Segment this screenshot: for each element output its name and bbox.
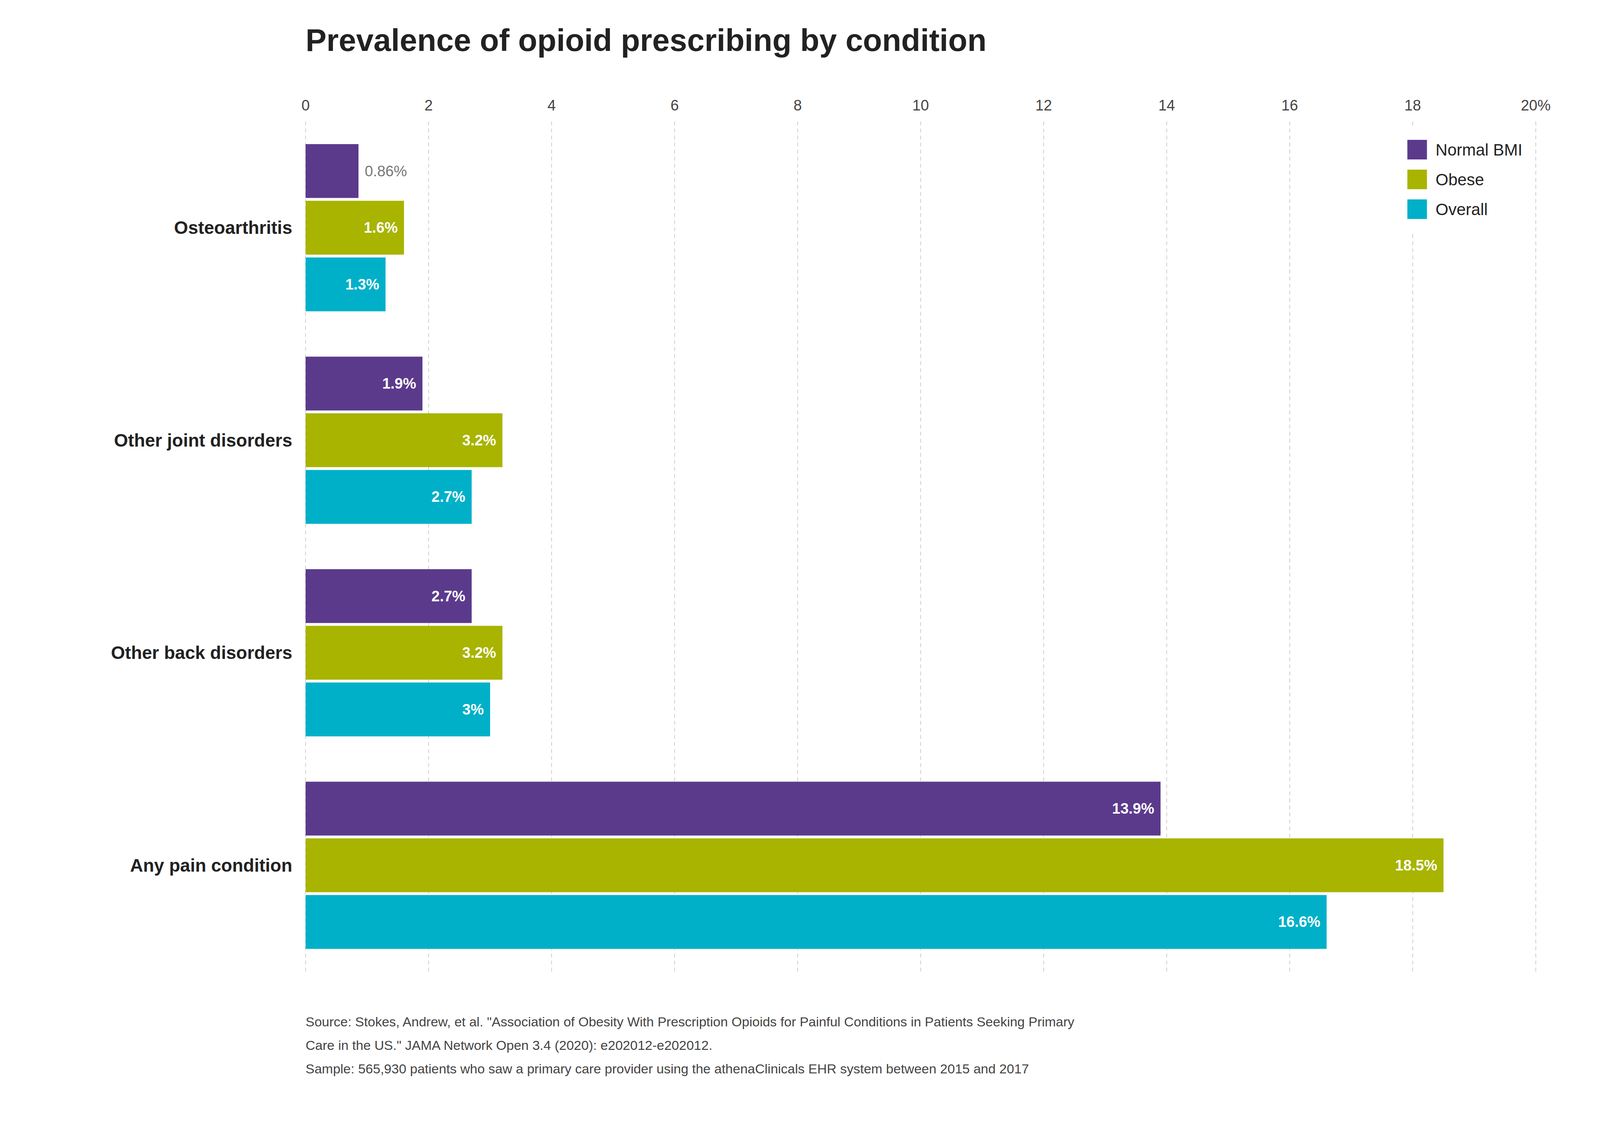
category-label: Other back disorders [110,642,293,663]
data-label: 2.7% [431,488,466,505]
footnotes: Source: Stokes, Andrew, et al. "Associat… [305,1014,1075,1077]
bar [305,356,423,411]
x-tick-label: 16 [1281,97,1298,114]
data-label: 2.7% [431,588,466,605]
legend-swatch [1407,139,1427,160]
legend-swatch [1407,169,1427,190]
y-tick-labels: Osteoarthritis Other joint disorders Other… [110,217,293,876]
legend-label: Overall [1435,200,1488,219]
x-tick-labels: 0 2 4 6 8 10 12 14 16 18 20% [301,97,1551,114]
x-tick-label: 10 [912,97,929,114]
bar [305,470,472,524]
bar [305,144,359,198]
data-labels: 0.86% 1.9% 2.7% 13.9% 1.6% 3.2% 3.2% 18.5% 1.3% 2… [345,162,1438,931]
legend: Normal BMI Obese Overall [1397,125,1532,234]
bars [305,144,1444,949]
category-label: Any pain condition [130,855,293,876]
x-tick-label: 20% [1520,97,1551,114]
grid-line [1535,121,1537,972]
bar [305,626,503,680]
data-label: 1.9% [382,375,417,392]
page: {"chart_data": { "type": "bar", "orienta… [0,0,1600,1140]
bar [305,569,472,623]
bar [305,257,386,312]
legend-background [1397,125,1532,234]
category-label: Osteoarthritis [173,217,293,238]
bar [305,413,503,467]
background [0,0,1600,1140]
bar [305,895,1327,949]
data-label: 16.6% [1277,913,1321,931]
data-label: 3% [462,701,484,718]
legend-label: Normal BMI [1435,140,1523,160]
chart: Prevalence of opioid prescribing by cond… [0,0,1600,1140]
x-tick-label: 18 [1404,97,1421,114]
data-label: 3.2% [462,432,497,449]
data-label: 1.6% [363,219,399,236]
bar [305,781,1161,836]
data-label: 0.86% [364,162,408,180]
data-label: 3.2% [462,644,497,661]
grid [305,121,1536,972]
bar [305,682,491,737]
footnote: Care in the US." JAMA Network Open 3.4 (… [305,1037,713,1053]
bar [305,838,1444,893]
x-tick-label: 8 [793,97,802,114]
data-label: 13.9% [1112,800,1155,817]
legend-swatch [1407,199,1427,220]
data-label: 1.3% [345,276,380,293]
x-tick-label: 4 [547,97,556,114]
title: Prevalence of opioid prescribing by cond… [305,22,987,58]
x-tick-label: 14 [1158,97,1175,114]
legend-label: Obese [1435,170,1485,189]
category-label: Other joint disorders [114,430,293,451]
bar [305,200,404,255]
data-label: 18.5% [1395,857,1438,874]
footnote: Sample: 565,930 patients who saw a prima… [305,1061,1030,1077]
x-tick-label: 0 [301,97,310,114]
x-tick-label: 12 [1035,97,1052,114]
x-tick-label: 2 [424,97,433,114]
footnote: Source: Stokes, Andrew, et al. "Associat… [305,1014,1075,1030]
x-tick-label: 6 [670,97,679,114]
